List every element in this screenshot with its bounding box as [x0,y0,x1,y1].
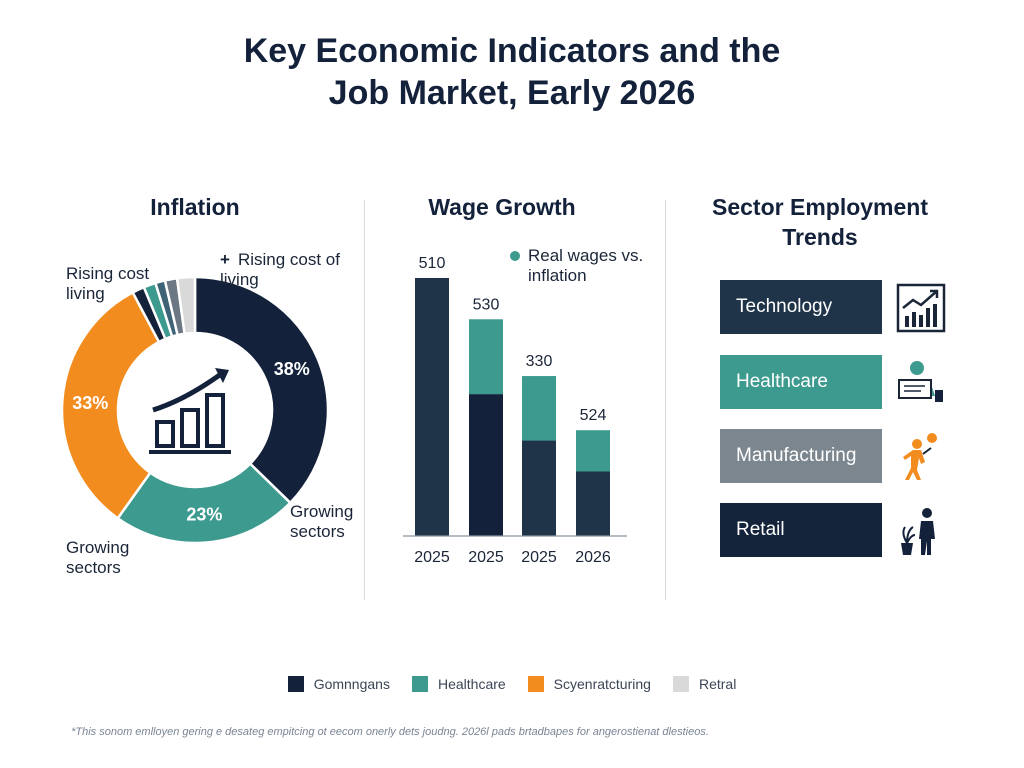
wage-bar-segment [576,471,610,536]
legend-swatch [411,676,428,692]
page-title: Key Economic Indicators and the Job Mark… [0,30,1024,114]
donut-slice-label: 38% [274,359,310,379]
footnote: *This sonom emlloyen gering e desateg em… [71,726,709,738]
wage-legend-label: Real wages vs. inflation [528,246,644,285]
wage-category-label: 2025 [468,549,504,566]
legend-label: Gomnngans [313,676,390,692]
bar-chart-growth-icon [149,368,231,454]
legend-label: Retral [698,676,737,692]
inflation-donut-chart: 38% 23% 33% [60,275,330,545]
inflation-label-top-left: Rising cost living [66,264,150,303]
legend-label: Scyenratcturing [553,676,651,692]
title-line-1: Key Economic Indicators and the [243,32,781,70]
sector-retail: Retail [720,503,882,557]
inflation-label-bottom-left: Growing sectors [66,538,130,577]
wage-bar-segment [522,376,556,441]
wage-bar-value-label: 524 [580,407,607,424]
wage-bar-segment [576,430,610,472]
sector-technology: Technology [720,280,882,334]
sector-healthcare: Healthcare [720,355,882,409]
sector-retail-label: Retail [736,519,785,540]
sector-technology-label: Technology [736,296,833,317]
sector-manufacturing: Manufacturing [720,429,882,483]
wage-bar-segment [522,440,556,536]
wage-category-label: 2025 [414,549,450,566]
inflation-panel-title: Inflation [150,194,240,220]
donut-slice-0 [193,275,330,505]
worker-icon [903,433,937,480]
wage-panel-title: Wage Growth [428,194,576,220]
legend-swatch [527,676,544,692]
legend-item: Scyenratcturing [527,676,651,692]
wage-growth-bar-chart: 510 2025 530 2025 330 2025 524 2026 [403,255,627,566]
legend-swatch [672,676,689,692]
divider-right [665,200,666,600]
wage-bar-value-label: 330 [526,353,553,370]
sector-healthcare-label: Healthcare [736,371,828,392]
donut-slice-2 [60,290,161,521]
sector-panel-title-text: Sector Employment Trends [712,194,928,250]
chart-legend: Gomnngans Healthcare Scyenratcturing Ret… [0,676,1024,692]
legend-item: Gomnngans [287,676,390,692]
legend-label: Healthcare [437,676,506,692]
wage-bar-value-label: 510 [419,255,446,272]
wage-category-label: 2026 [575,549,611,566]
donut-slice-label: 23% [186,505,222,525]
inflation-label-top-right: + Rising cost of living [220,250,340,290]
wage-bar-segment [469,319,503,395]
sector-panel-title: Sector Employment Trends [700,192,940,252]
wage-bar-value-label: 530 [473,296,500,313]
legend-item: Healthcare [411,676,506,692]
doctor-icon [898,361,943,402]
donut-slice-1 [116,461,293,545]
wage-bar-segment [415,278,449,536]
shopper-icon [901,508,935,555]
wage-legend-dot [510,251,520,261]
wage-category-label: 2025 [521,549,557,566]
sector-manufacturing-label: Manufacturing [736,445,857,466]
title-line-2: Job Market, Early 2026 [328,74,696,112]
legend-item: Retral [672,676,737,692]
divider-left [364,200,365,600]
donut-slice-label: 33% [72,393,108,413]
wage-bar-segment [469,394,503,536]
legend-swatch [287,676,304,692]
chart-growth-icon [896,283,946,333]
inflation-label-top-right-text: Rising cost of living [220,250,340,289]
inflation-label-bottom-right: Growing sectors [290,502,354,541]
donut-slice-7 [175,275,197,336]
plus-marker: + [220,250,230,269]
